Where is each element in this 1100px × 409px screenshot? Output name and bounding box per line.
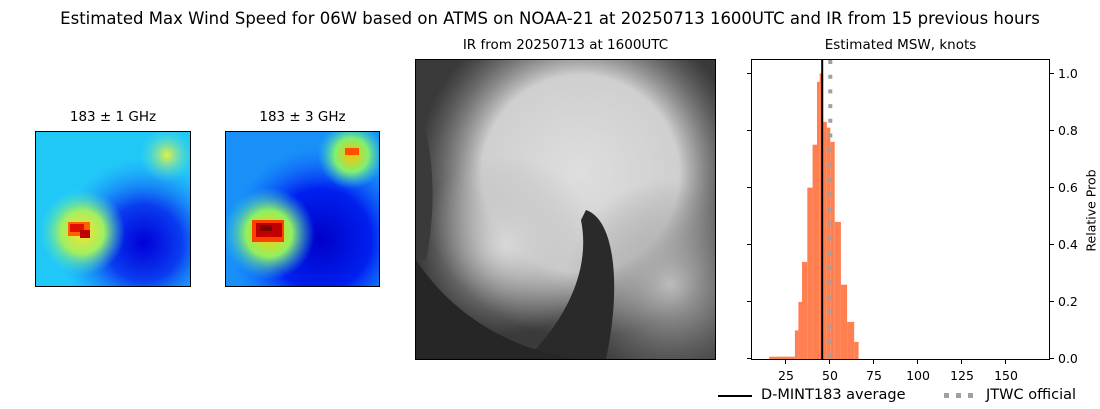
hist-axes xyxy=(751,59,1050,360)
xtick-125 xyxy=(961,360,962,364)
ylabel-10: 1.0 xyxy=(1058,66,1078,81)
xlabel-25: 25 xyxy=(778,368,794,383)
y-axis-title: Relative Prob xyxy=(1083,169,1099,252)
figure-title: Estimated Max Wind Speed for 06W based o… xyxy=(60,9,1040,28)
ltick-06 xyxy=(747,187,751,188)
xlabel-100: 100 xyxy=(906,368,930,383)
xtick-150 xyxy=(1005,360,1006,364)
legend-average-label: D-MINT183 average xyxy=(761,387,906,403)
ir-title: IR from 20250713 at 1600UTC xyxy=(462,37,669,53)
rtick-0 xyxy=(1050,358,1054,359)
legend-jtwc-swatch xyxy=(944,393,978,398)
ylabel-06: 0.6 xyxy=(1058,180,1078,195)
mw2-image xyxy=(225,131,380,287)
hist-title: Estimated MSW, knots xyxy=(824,37,977,53)
ltick-10 xyxy=(747,73,751,74)
legend-jtwc-label: JTWC official xyxy=(986,387,1077,403)
ylabel-08: 0.8 xyxy=(1058,123,1078,138)
histogram-bars xyxy=(769,73,859,359)
rtick-10 xyxy=(1050,73,1054,74)
ltick-0 xyxy=(747,358,751,359)
xlabel-150: 150 xyxy=(994,368,1018,383)
rtick-02 xyxy=(1050,301,1054,302)
ylabel-02: 0.2 xyxy=(1058,294,1078,309)
rtick-06 xyxy=(1050,187,1054,188)
xlabel-50: 50 xyxy=(822,368,838,383)
xtick-75 xyxy=(873,360,874,364)
ltick-08 xyxy=(747,130,751,131)
mw2-title: 183 ± 3 GHz xyxy=(259,109,346,125)
mw1-image xyxy=(35,131,191,287)
rtick-04 xyxy=(1050,244,1054,245)
xlabel-75: 75 xyxy=(866,368,882,383)
ylabel-0: 0.0 xyxy=(1058,351,1078,366)
mw1-heatmap-icon xyxy=(36,132,190,286)
ltick-02 xyxy=(747,301,751,302)
ir-satellite-icon xyxy=(416,60,715,359)
xlabel-125: 125 xyxy=(950,368,974,383)
ylabel-04: 0.4 xyxy=(1058,237,1078,252)
mw1-title: 183 ± 1 GHz xyxy=(69,109,157,125)
xtick-100 xyxy=(917,360,918,364)
xtick-25 xyxy=(785,360,786,364)
ir-image xyxy=(415,59,716,360)
xtick-50 xyxy=(829,360,830,364)
hist-plot xyxy=(769,60,859,359)
ltick-04 xyxy=(747,244,751,245)
rtick-08 xyxy=(1050,130,1054,131)
legend-average-swatch xyxy=(718,395,752,397)
mw2-heatmap-icon xyxy=(226,132,379,286)
